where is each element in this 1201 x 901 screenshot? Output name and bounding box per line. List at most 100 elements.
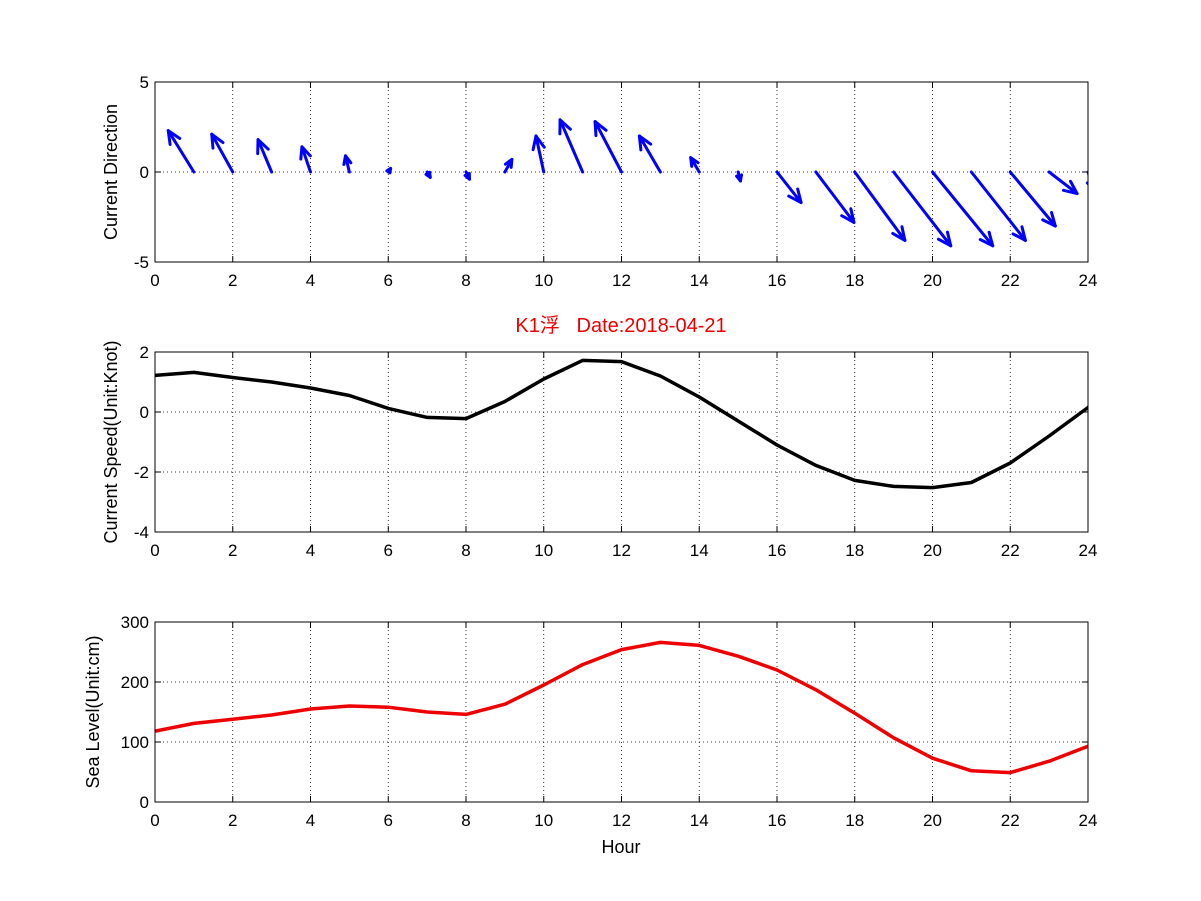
direction-ytick-label: 5 xyxy=(140,73,149,92)
direction-arrow-head xyxy=(463,171,471,181)
direction-arrow-head xyxy=(593,120,608,138)
speed-xtick-label: 10 xyxy=(534,541,553,560)
direction-arrow xyxy=(210,132,235,174)
direction-xtick-label: 10 xyxy=(534,271,553,290)
level-series xyxy=(155,640,1088,775)
speed-point xyxy=(503,400,507,403)
speed-point xyxy=(814,464,818,467)
level-xtick-label: 10 xyxy=(534,811,553,830)
direction-arrow-head xyxy=(424,170,432,179)
direction-arrow-shaft xyxy=(534,134,546,174)
speed-ytick-label: -4 xyxy=(134,523,149,542)
direction-arrow xyxy=(853,170,907,242)
direction-arrow xyxy=(166,129,196,174)
level-point xyxy=(387,706,390,709)
direction-arrow-shaft xyxy=(637,134,662,174)
direction-arrow-shaft xyxy=(775,170,803,205)
direction-arrow xyxy=(593,120,623,174)
direction-arrow xyxy=(637,134,662,174)
level-xtick-label: 20 xyxy=(923,811,942,830)
direction-arrow xyxy=(1047,170,1079,196)
speed-point xyxy=(464,417,468,420)
direction-arrow-head xyxy=(735,173,743,183)
speed-point xyxy=(892,485,895,488)
speed-xtick-label: 8 xyxy=(461,541,470,560)
direction-arrow-shaft xyxy=(300,145,312,174)
direction-arrow-head xyxy=(637,134,653,152)
speed-point xyxy=(931,486,934,489)
speed-point xyxy=(736,419,740,423)
speed-plot-area xyxy=(155,352,1088,532)
level-ytick-label: 0 xyxy=(140,793,149,812)
speed-point xyxy=(853,479,856,482)
speed-xtick-label: 2 xyxy=(228,541,237,560)
direction-arrow xyxy=(385,166,393,175)
level-ytick-label: 200 xyxy=(121,673,149,692)
speed-ytick-label: 0 xyxy=(140,403,149,422)
speed-point xyxy=(309,386,312,390)
direction-arrow-head xyxy=(166,129,182,146)
level-ytick-label: 100 xyxy=(121,733,149,752)
direction-arrow xyxy=(299,145,312,174)
speed-xtick-label: 12 xyxy=(612,541,631,560)
direction-arrow-shaft xyxy=(931,170,995,248)
speed-point xyxy=(698,395,701,399)
level-point xyxy=(931,757,934,760)
speed-point xyxy=(387,407,390,410)
level-xlabel: Hour xyxy=(601,837,640,857)
direction-xtick-label: 18 xyxy=(845,271,864,290)
direction-xtick-label: 16 xyxy=(768,271,787,290)
level-xtick-label: 24 xyxy=(1079,811,1098,830)
direction-arrow-shaft xyxy=(210,132,235,174)
level-point xyxy=(464,713,468,716)
direction-arrow-head xyxy=(840,207,856,224)
direction-arrow-head xyxy=(503,157,514,169)
direction-xtick-label: 20 xyxy=(923,271,942,290)
chart-title: K1浮 Date:2018-04-21 xyxy=(515,314,726,337)
level-xtick-label: 6 xyxy=(384,811,393,830)
direction-arrow xyxy=(531,134,546,174)
level-xtick-label: 4 xyxy=(306,811,315,830)
direction-ytick-label: 0 xyxy=(140,163,149,182)
level-point xyxy=(581,663,584,666)
level-point xyxy=(542,683,545,687)
direction-arrow-head xyxy=(531,134,546,152)
direction-arrow-shaft xyxy=(1047,170,1079,196)
level-point xyxy=(231,718,234,721)
direction-arrow-shaft xyxy=(892,170,953,248)
direction-arrow-head xyxy=(256,138,270,156)
speed-point xyxy=(231,376,234,379)
level-xtick-label: 0 xyxy=(150,811,159,830)
direction-arrow-head xyxy=(1062,179,1079,196)
level-point xyxy=(348,704,351,708)
direction-arrow xyxy=(775,170,803,205)
speed-xtick-label: 20 xyxy=(923,541,942,560)
level-xtick-label: 8 xyxy=(461,811,470,830)
direction-arrow-shaft xyxy=(853,170,907,242)
direction-arrow xyxy=(342,154,353,174)
level-xtick-label: 2 xyxy=(228,811,237,830)
direction-arrow-shaft xyxy=(814,170,856,224)
level-xtick-label: 12 xyxy=(612,811,631,830)
level-xtick-label: 16 xyxy=(768,811,787,830)
level-point xyxy=(970,769,973,772)
level-point xyxy=(853,712,856,715)
direction-ylabel: Current Direction xyxy=(101,104,121,240)
speed-ytick-label: 2 xyxy=(140,343,149,362)
level-point xyxy=(309,707,312,711)
speed-xtick-label: 22 xyxy=(1001,541,1020,560)
speed-series xyxy=(155,358,1088,490)
speed-xtick-label: 0 xyxy=(150,541,159,560)
direction-arrow-shaft xyxy=(558,118,585,174)
direction-arrow xyxy=(931,170,995,248)
speed-xtick-label: 24 xyxy=(1079,541,1098,560)
level-point xyxy=(620,648,623,651)
direction-xtick-label: 4 xyxy=(306,271,315,290)
speed-point xyxy=(270,380,273,384)
direction-arrow-shaft xyxy=(593,120,623,174)
level-point xyxy=(425,710,429,714)
